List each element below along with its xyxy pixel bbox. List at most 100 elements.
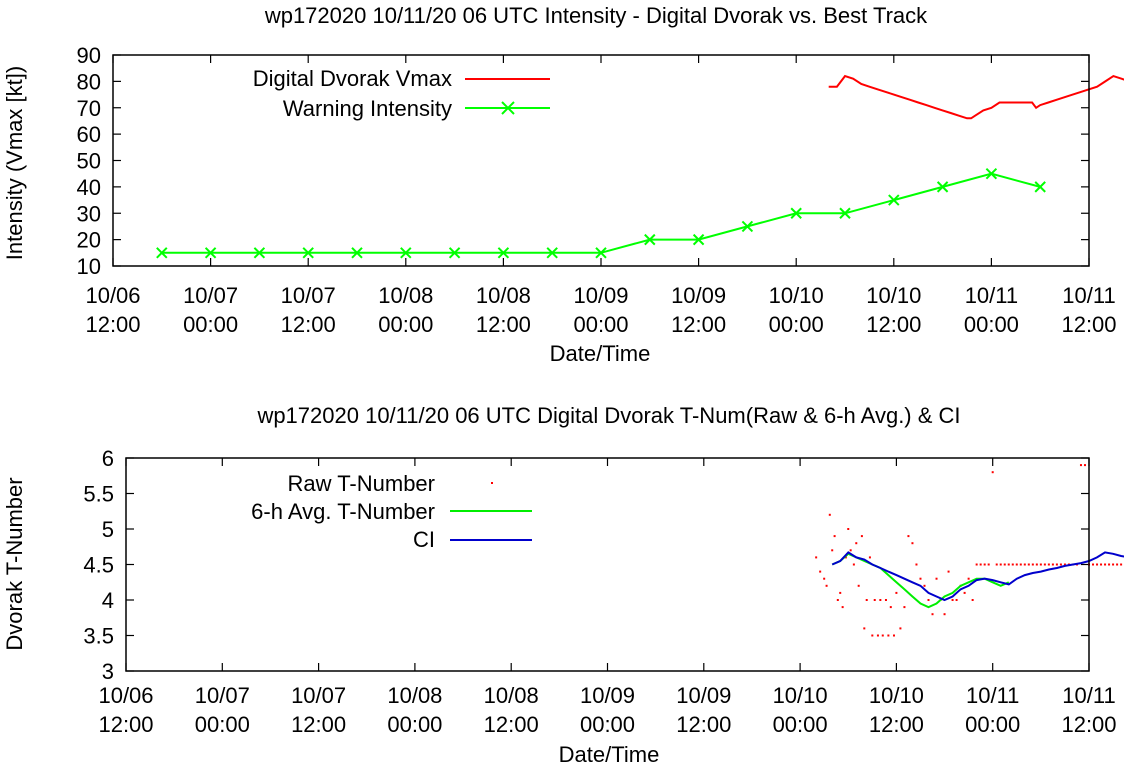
data-point-raw-t-number xyxy=(849,549,852,552)
x-tick-label-date: 10/09 xyxy=(671,283,726,308)
legend: Digital Dvorak Vmax Warning Intensity xyxy=(253,66,550,121)
legend-marker-raw xyxy=(491,482,493,484)
x-tick-label-date: 10/10 xyxy=(773,683,828,708)
data-point-raw-t-number xyxy=(995,563,998,566)
x-tick-label-time: 12:00 xyxy=(85,312,140,337)
data-point-raw-t-number xyxy=(884,599,887,601)
x-axis-label: Date/Time xyxy=(559,742,660,766)
y-tick-label: 60 xyxy=(77,122,101,147)
series-line-warning-intensity xyxy=(161,172,1041,254)
data-point-raw-t-number xyxy=(819,570,822,573)
data-point-warning-intensity xyxy=(790,207,802,219)
data-point-raw-t-number xyxy=(955,599,958,601)
x-tick-label-date: 10/11 xyxy=(1062,683,1115,708)
x-tick-label-date: 10/07 xyxy=(195,683,250,708)
data-point-raw-t-number xyxy=(979,563,982,566)
data-point-warning-intensity xyxy=(595,247,607,259)
data-point-raw-t-number xyxy=(1096,563,1099,566)
x-axis-label: Date/Time xyxy=(550,341,651,366)
x-tick-label-time: 12:00 xyxy=(866,312,921,337)
x-tick-label-time: 12:00 xyxy=(1061,312,1116,337)
data-point-raw-t-number xyxy=(863,627,866,630)
data-point-raw-t-number xyxy=(1035,563,1038,566)
x-ticks: 10/06 12:00 10/07 00:00 10/07 12:00 10/08 00:00… xyxy=(98,458,1117,737)
y-tick-label: 20 xyxy=(77,228,101,253)
x-tick-label-time: 00:00 xyxy=(378,312,433,337)
legend-label-vmax: Digital Dvorak Vmax xyxy=(253,66,452,91)
y-tick-label: 4 xyxy=(102,588,114,613)
data-point-raw-t-number xyxy=(1116,563,1119,566)
legend-label-warning: Warning Intensity xyxy=(283,96,452,121)
data-point-raw-t-number xyxy=(915,563,918,566)
data-point-raw-t-number xyxy=(1003,563,1006,566)
legend: Raw T-Number 6-h Avg. T-Number CI xyxy=(251,471,532,552)
data-point-raw-t-number xyxy=(895,591,898,594)
data-point-raw-t-number xyxy=(887,634,890,637)
data-point-raw-t-number xyxy=(947,570,950,573)
data-point-raw-t-number xyxy=(987,563,990,566)
data-point-raw-t-number xyxy=(1079,464,1082,467)
data-point-raw-t-number xyxy=(1023,563,1026,566)
data-point-warning-intensity xyxy=(400,247,412,259)
x-tick-label-time: 00:00 xyxy=(183,312,238,337)
data-point-raw-t-number xyxy=(975,563,978,566)
data-point-raw-t-number xyxy=(931,613,934,616)
data-point-raw-t-number xyxy=(911,542,914,545)
x-tick-label-time: 12:00 xyxy=(1061,712,1116,737)
legend-marker-warning xyxy=(501,101,515,115)
data-point-raw-t-number xyxy=(876,634,879,637)
data-point-raw-t-number xyxy=(1039,563,1042,566)
x-tick-label-date: 10/08 xyxy=(387,683,442,708)
data-point-raw-t-number xyxy=(963,591,966,594)
x-tick-label-date: 10/10 xyxy=(769,283,824,308)
x-tick-label-date: 10/07 xyxy=(291,683,346,708)
x-tick-label-date: 10/11 xyxy=(1062,283,1115,308)
y-tick-label: 5.5 xyxy=(83,482,114,507)
x-tick-label-time: 00:00 xyxy=(964,312,1019,337)
series-layer xyxy=(156,74,1124,259)
x-tick-label-date: 10/06 xyxy=(85,283,140,308)
data-point-raw-t-number xyxy=(865,599,868,601)
data-point-raw-t-number xyxy=(836,599,839,601)
x-tick-label-time: 12:00 xyxy=(291,712,346,737)
data-point-raw-t-number xyxy=(967,577,970,580)
x-tick-label-time: 00:00 xyxy=(580,712,635,737)
plot-frame xyxy=(125,457,1090,672)
legend-label-raw: Raw T-Number xyxy=(287,471,435,496)
data-point-raw-t-number xyxy=(1055,563,1058,566)
x-tick-label-date: 10/11 xyxy=(966,683,1019,708)
data-point-raw-t-number xyxy=(1015,563,1018,566)
y-axis-label: Intensity (Vmax [kt]) xyxy=(2,66,27,260)
data-point-raw-t-number xyxy=(935,577,938,580)
tnumber-chart: wp172020 10/11/20 06 UTC Digital Dvorak … xyxy=(2,403,1124,766)
data-point-raw-t-number xyxy=(903,606,906,609)
data-point-raw-t-number xyxy=(1059,563,1062,566)
x-tick-label-date: 10/09 xyxy=(573,283,628,308)
y-tick-label: 80 xyxy=(77,69,101,94)
x-tick-label-date: 10/10 xyxy=(869,683,924,708)
data-point-raw-t-number xyxy=(1112,563,1115,566)
x-tick-label-time: 00:00 xyxy=(387,712,442,737)
y-tick-label: 90 xyxy=(77,43,101,68)
data-point-warning-intensity xyxy=(741,220,754,233)
y-tick-label: 70 xyxy=(77,96,101,121)
x-tick-label-date: 10/08 xyxy=(378,283,433,308)
data-point-raw-t-number xyxy=(1104,563,1107,566)
series-line-digital-dvorak-vmax xyxy=(828,74,1124,120)
data-point-raw-t-number xyxy=(825,584,828,587)
legend-label-ci: CI xyxy=(413,527,435,552)
data-point-raw-t-number xyxy=(927,599,930,601)
data-point-raw-t-number xyxy=(899,627,902,630)
x-tick-label-time: 12:00 xyxy=(484,712,539,737)
data-point-raw-t-number xyxy=(1027,563,1030,566)
data-point-raw-t-number xyxy=(1019,563,1022,566)
data-point-warning-intensity xyxy=(204,247,217,259)
y-tick-label: 50 xyxy=(77,149,101,174)
data-point-raw-t-number xyxy=(1051,563,1054,566)
data-point-raw-t-number xyxy=(847,528,850,530)
data-point-warning-intensity xyxy=(1034,181,1046,193)
x-tick-label-date: 10/06 xyxy=(98,683,153,708)
data-point-warning-intensity xyxy=(839,207,851,219)
data-point-warning-intensity xyxy=(351,247,363,259)
y-tick-label: 6 xyxy=(102,446,114,471)
